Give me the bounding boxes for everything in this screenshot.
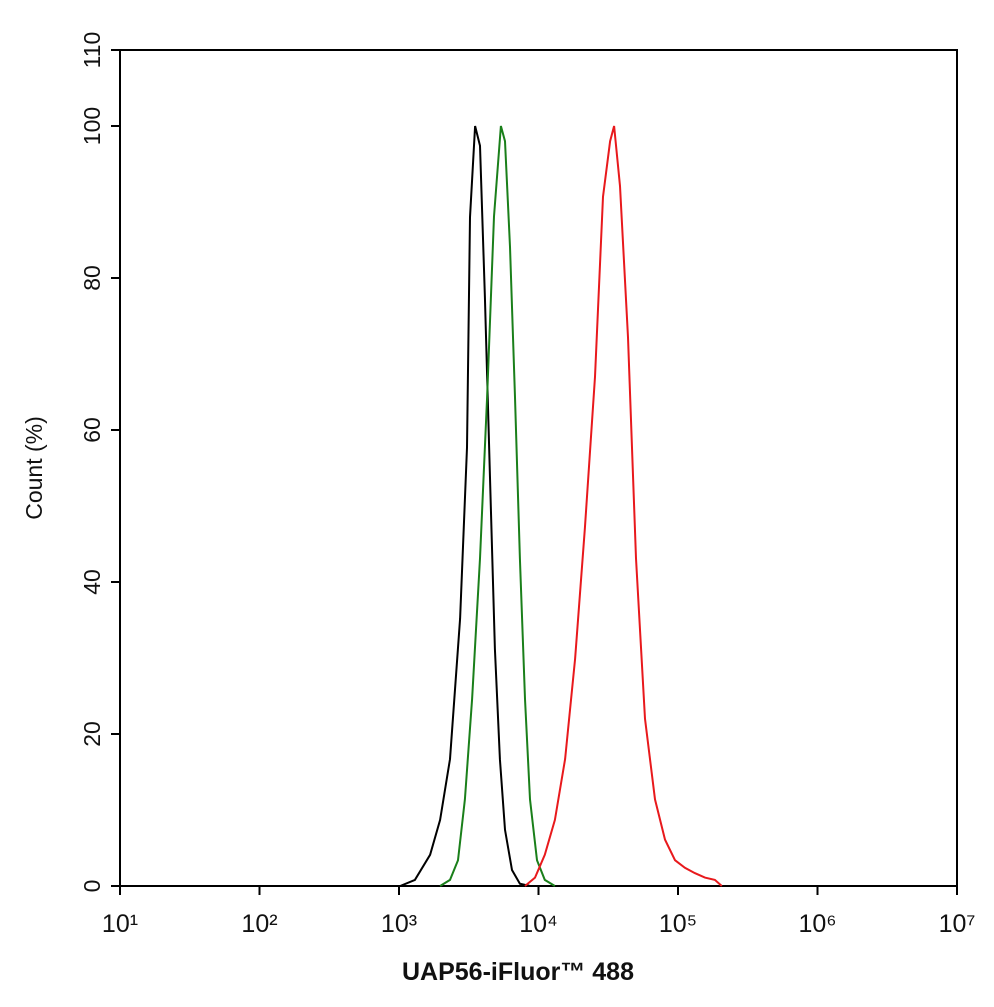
- x-tick-label: 10⁶: [798, 910, 836, 938]
- x-tick-label: 10³: [381, 910, 417, 938]
- y-tick-label: 20: [79, 721, 105, 747]
- y-tick-label: 80: [79, 265, 105, 291]
- y-tick-label: 100: [79, 107, 105, 145]
- y-tick-label: 110: [79, 32, 105, 69]
- y-axis-label: Count (%): [21, 416, 47, 520]
- x-axis-label: UAP56-iFluor™ 488: [402, 958, 634, 986]
- x-tick-label: 10⁷: [939, 910, 976, 938]
- x-tick-label: 10²: [241, 910, 277, 938]
- series-line: [439, 125, 556, 887]
- x-tick-label: 10⁵: [659, 910, 697, 938]
- x-tick-label: 10⁴: [519, 910, 558, 938]
- y-tick-label: 60: [79, 417, 105, 443]
- series-line: [399, 125, 531, 887]
- x-tick-label: 10¹: [102, 910, 138, 938]
- plot-frame: [119, 49, 958, 887]
- series-line: [524, 125, 723, 887]
- y-tick-label: 0: [79, 880, 105, 893]
- y-tick-label: 40: [79, 569, 105, 595]
